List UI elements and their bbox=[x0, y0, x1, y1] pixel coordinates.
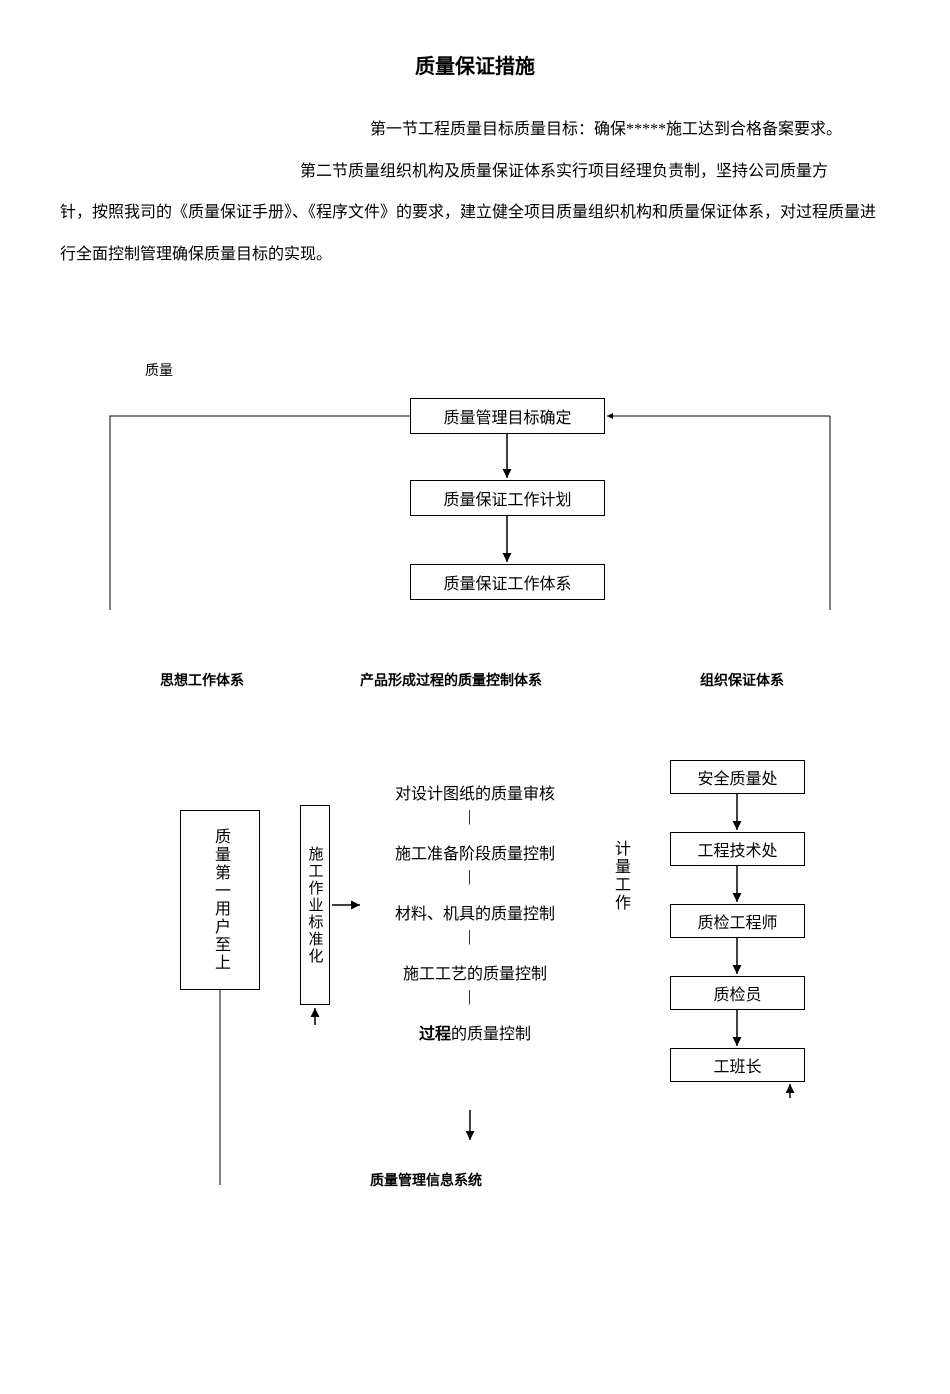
mid-step-1: 对设计图纸的质量审核 bbox=[370, 780, 580, 804]
right-box-2: 工程技术处 bbox=[670, 832, 805, 866]
mid-step-5-rest: 的质量控制 bbox=[451, 1026, 531, 1043]
para-line-1: 第一节工程质量目标质量目标：确保*****施工达到合格备案要求。 bbox=[60, 109, 890, 151]
top-small-label: 质量 bbox=[145, 360, 173, 380]
mid-connector-1: | bbox=[468, 808, 471, 826]
section-header-mid: 产品形成过程的质量控制体系 bbox=[360, 670, 542, 690]
mid-connector-2: | bbox=[468, 868, 471, 886]
left-box-2: 施工作业标准化 bbox=[300, 805, 330, 1005]
para-line-2: 第二节质量组织机构及质量保证体系实行项目经理负责制，坚持公司质量方 bbox=[60, 151, 890, 193]
para-line-3: 针，按照我司的《质量保证手册》、《程序文件》的要求，建立健全项目质量组织机构和质… bbox=[60, 192, 890, 275]
mid-side-label-text: 计量工作 bbox=[608, 840, 632, 912]
section-header-right: 组织保证体系 bbox=[700, 670, 784, 690]
section-header-left: 思想工作体系 bbox=[160, 670, 244, 690]
right-box-3: 质检工程师 bbox=[670, 904, 805, 938]
mid-step-5: 过程的质量控制 bbox=[370, 1020, 580, 1044]
flow-node-3: 质量保证工作体系 bbox=[410, 564, 605, 600]
mid-connector-4: | bbox=[468, 988, 471, 1006]
flow-node-2: 质量保证工作计划 bbox=[410, 480, 605, 516]
left-box-1: 质量第一用户至上 bbox=[180, 810, 260, 990]
mid-step-4: 施工工艺的质量控制 bbox=[370, 960, 580, 984]
right-box-5: 工班长 bbox=[670, 1048, 805, 1082]
mid-step-2: 施工准备阶段质量控制 bbox=[370, 840, 580, 864]
page-title: 质量保证措施 bbox=[0, 50, 950, 79]
intro-paragraph: 第一节工程质量目标质量目标：确保*****施工达到合格备案要求。 第二节质量组织… bbox=[0, 109, 950, 275]
left-box-1-text: 质量第一用户至上 bbox=[208, 828, 232, 972]
left-box-2-text: 施工作业标准化 bbox=[305, 846, 326, 965]
bottom-label: 质量管理信息系统 bbox=[370, 1170, 482, 1190]
mid-step-5-bold: 过程 bbox=[419, 1026, 451, 1043]
right-box-4: 质检员 bbox=[670, 976, 805, 1010]
mid-side-label: 计量工作 bbox=[608, 840, 628, 917]
right-box-1: 安全质量处 bbox=[670, 760, 805, 794]
mid-connector-3: | bbox=[468, 928, 471, 946]
mid-step-3: 材料、机具的质量控制 bbox=[370, 900, 580, 924]
flow-node-1: 质量管理目标确定 bbox=[410, 398, 605, 434]
